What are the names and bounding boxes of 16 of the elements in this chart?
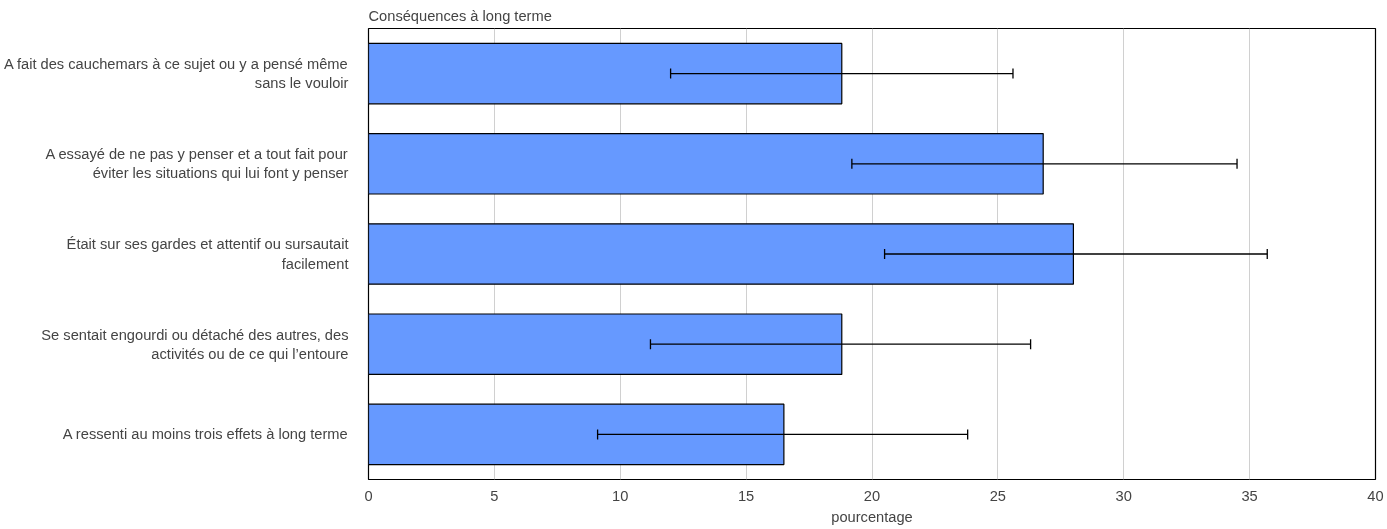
y-tick-label: A ressenti au moins trois effets à long terme	[62, 426, 348, 443]
y-tick-label: Se sentait engourdi ou détaché des autres, des activités ou de ce qui l’entoure	[41, 326, 349, 362]
x-tick-label: 10	[612, 487, 629, 504]
y-tick-label: Était sur ses gardes et attentif ou sursautait facilement	[66, 236, 349, 272]
x-tick-label: 35	[1241, 487, 1258, 504]
y-tick-label: A essayé de ne pas y penser et a tout fait pour éviter les situations qui lui font y penser	[45, 146, 349, 182]
x-tick-label: 30	[1115, 487, 1132, 504]
x-tick-label: 5	[490, 487, 499, 504]
x-tick-label: 40	[1367, 487, 1384, 504]
x-tick-label: 15	[737, 487, 755, 504]
chart-title: Conséquences à long terme	[368, 7, 552, 24]
x-axis-title: pourcentage	[831, 508, 913, 525]
y-tick-label: A fait des cauchemars à ce sujet ou y a pensé même sans le vouloir	[3, 56, 349, 92]
x-tick-label: 0	[364, 487, 373, 504]
x-tick-label: 20	[863, 487, 881, 504]
x-tick-label: 25	[989, 487, 1007, 504]
